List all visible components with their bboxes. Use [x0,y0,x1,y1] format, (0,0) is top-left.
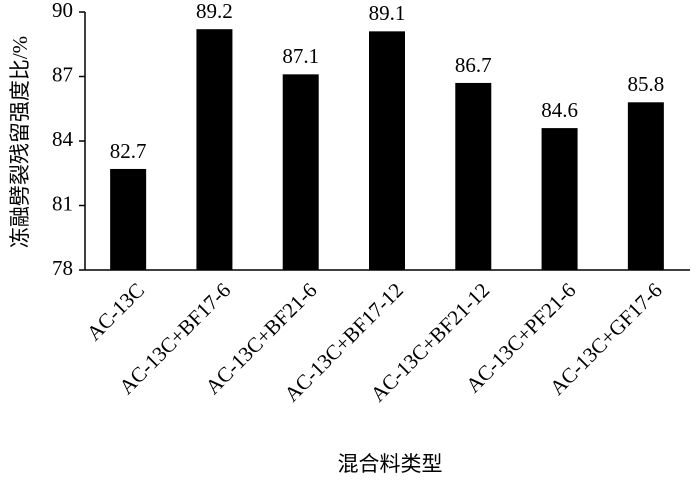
value-label: 85.8 [627,72,664,96]
bar [369,31,405,270]
bar [627,102,664,270]
bar [110,168,147,270]
y-tick-label: 90 [52,0,73,22]
y-axis-title: 冻融劈裂残留强度比/% [8,36,32,248]
x-tick-label: AC-13C [82,278,149,345]
value-label: 82.7 [110,139,147,163]
bar [282,74,319,270]
x-axis-title: 混合料类型 [338,452,443,476]
bar [541,128,578,270]
value-label: 87.1 [282,44,319,68]
y-tick-label: 84 [52,127,74,151]
value-label: 86.7 [455,53,492,77]
value-label: 89.1 [369,1,406,25]
y-tick-label: 87 [52,62,73,86]
value-label: 89.2 [196,0,233,23]
value-label: 84.6 [541,98,578,122]
bar [455,82,492,270]
y-tick-label: 81 [52,191,73,215]
y-tick-label: 78 [52,256,73,280]
bar [196,29,233,271]
